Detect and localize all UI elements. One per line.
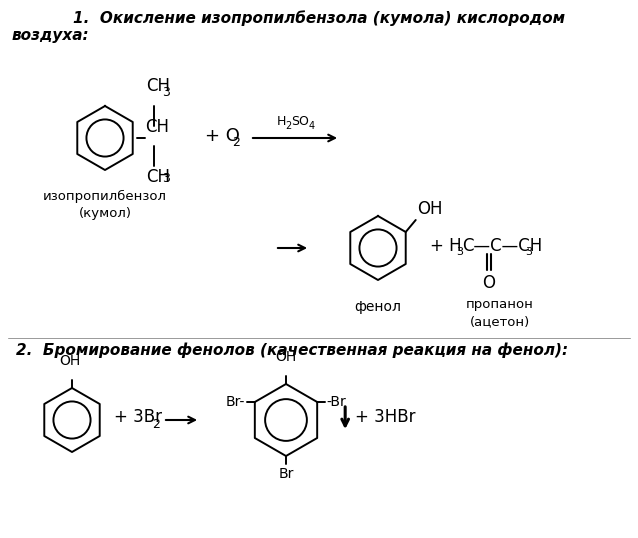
Text: -Br: -Br (326, 395, 346, 409)
Text: 2.  Бромирование фенолов (качественная реакция на фенол):: 2. Бромирование фенолов (качественная ре… (16, 342, 568, 357)
Text: воздуха:: воздуха: (12, 28, 89, 43)
Text: Br-: Br- (225, 395, 245, 409)
Text: Br: Br (278, 467, 293, 481)
Text: O: O (482, 274, 496, 292)
Text: фенол: фенол (355, 300, 401, 314)
Text: 1.  Окисление изопропилбензола (кумола) кислородом: 1. Окисление изопропилбензола (кумола) к… (73, 10, 565, 26)
Text: 2: 2 (232, 136, 240, 148)
Text: 3: 3 (162, 172, 170, 185)
Text: CH: CH (145, 118, 169, 136)
Text: SO: SO (291, 115, 309, 128)
Text: 2: 2 (152, 417, 160, 430)
Text: 3: 3 (456, 247, 463, 257)
Text: + H: + H (430, 237, 462, 255)
Text: OH: OH (59, 354, 80, 368)
Text: OH: OH (417, 200, 442, 218)
Text: H: H (277, 115, 286, 128)
Text: CH: CH (146, 77, 170, 95)
Text: C—C—CH: C—C—CH (462, 237, 542, 255)
Text: 4: 4 (309, 121, 315, 131)
Text: + O: + O (205, 127, 240, 145)
Text: 3: 3 (162, 86, 170, 99)
Text: изопропилбензол
(кумол): изопропилбензол (кумол) (43, 190, 167, 220)
Text: OH: OH (276, 350, 297, 364)
Text: + 3Br: + 3Br (114, 408, 162, 426)
Text: CH: CH (146, 168, 170, 186)
Text: 2: 2 (285, 121, 292, 131)
Text: пропанон
(ацетон): пропанон (ацетон) (466, 298, 534, 328)
Text: 3: 3 (525, 247, 532, 257)
Text: + 3HBr: + 3HBr (355, 408, 416, 426)
